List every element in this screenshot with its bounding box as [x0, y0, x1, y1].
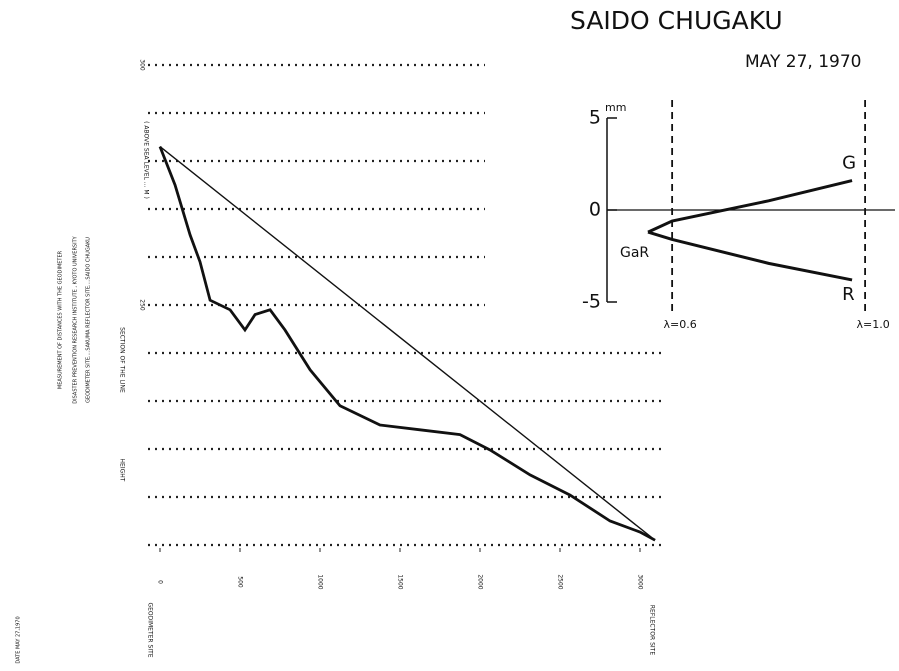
axis-label: SECTION OF THE LINE [119, 327, 126, 393]
x-tick-label: 1000 [317, 574, 324, 589]
y-tick-label: 0 [589, 199, 601, 221]
series-line [158, 146, 656, 542]
series-line [159, 146, 656, 541]
origin-label: GaR [620, 245, 649, 261]
series-line [647, 230, 853, 282]
x-tick-label: λ=1.0 [856, 318, 889, 331]
axis-label: HEIGHT [119, 459, 126, 482]
chart-subtitle: MAY 27, 1970 [745, 52, 861, 72]
x-tick-label: 1500 [397, 574, 404, 589]
axis-label: GEODIMETER SITE [147, 602, 154, 657]
x-tick-label: 3000 [637, 574, 644, 589]
x-tick-label: 2500 [557, 574, 564, 589]
x-tick-label: λ=0.6 [664, 318, 697, 331]
y-tick-label: -5 [582, 291, 601, 313]
note: MEASUREMENT OF DISTANCES WITH THE GEODIM… [58, 250, 64, 389]
x-tick-label: 500 [237, 576, 244, 588]
series-line [647, 179, 853, 234]
series-label: G [842, 153, 856, 174]
axis-label: ( ABOVE SEA LEVEL ... M ) [143, 121, 150, 199]
note: GEODIMETER SITE....SAKUMA REFLECTOR SITE… [86, 237, 92, 403]
y-tick-label: 250 [139, 299, 146, 311]
x-tick-label: 0 [157, 580, 164, 584]
y-tick-label: 300 [139, 59, 146, 71]
note: DATE MAY 27,1970 [16, 616, 22, 663]
note: DISASTER PREVENTION RESEARCH INSTITUTE ,… [73, 235, 79, 403]
y-unit: mm [605, 101, 626, 114]
y-tick-label: 5 [589, 107, 601, 129]
chart-title: SAIDO CHUGAKU [570, 6, 783, 35]
series-label: R [842, 284, 855, 305]
x-tick-label: 2000 [477, 574, 484, 589]
axis-label: REFLECTOR SITE [649, 605, 656, 655]
